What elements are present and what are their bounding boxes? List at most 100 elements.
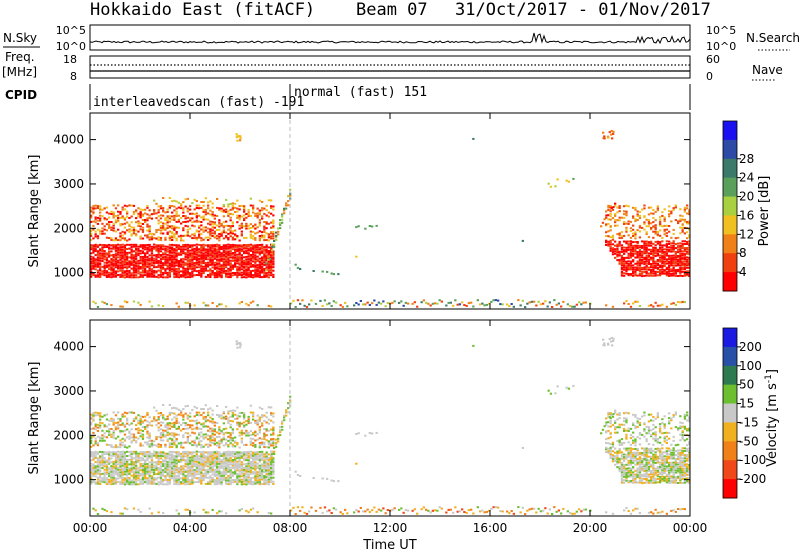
power-cell (99, 257, 102, 260)
velocity-cell (216, 466, 219, 469)
velocity-cell (135, 475, 138, 478)
velocity-cell (110, 511, 113, 514)
power-cell (258, 250, 261, 253)
power-cell (272, 252, 275, 255)
power-cell (663, 208, 666, 211)
power-cell (220, 210, 223, 213)
velocity-cell (207, 425, 210, 428)
power-cell (647, 274, 651, 277)
power-cell (234, 265, 237, 268)
velocity-cell (105, 463, 109, 466)
power-cell (236, 246, 239, 249)
velocity-cell (153, 406, 156, 409)
velocity-cell (249, 464, 252, 467)
power-cell (184, 217, 187, 220)
velocity-cell (227, 483, 230, 486)
power-cell (238, 244, 241, 247)
velocity-cell (211, 439, 214, 442)
velocity-cell (184, 474, 187, 477)
velocity-cell (238, 464, 241, 467)
velocity-cell (231, 481, 234, 484)
power-cell (688, 264, 690, 267)
power-cell (641, 259, 644, 261)
power-cell (155, 270, 158, 273)
power-cell (182, 252, 185, 255)
power-cell (234, 206, 237, 209)
power-cell (629, 227, 633, 230)
velocity-cell (168, 469, 171, 472)
power-cell (117, 246, 120, 249)
power-cell (173, 233, 176, 236)
power-cell (670, 260, 673, 263)
velocity-cell (171, 422, 174, 425)
velocity-cell (209, 468, 212, 471)
velocity-cell (272, 480, 275, 483)
velocity-cell (112, 419, 115, 422)
velocity-cell (247, 431, 250, 434)
velocity-cell (191, 463, 194, 466)
velocity-cell (225, 473, 228, 476)
velocity-cell (216, 422, 219, 424)
power-cell (168, 251, 171, 254)
power-cell (198, 260, 201, 263)
power-cell (182, 208, 185, 211)
velocity-cell (207, 443, 210, 446)
power-cell (272, 214, 275, 217)
velocity-cell (254, 445, 257, 448)
power-cell (620, 256, 624, 259)
power-cell (202, 216, 205, 219)
power-cell (277, 230, 280, 233)
power-cell (126, 270, 129, 272)
velocity-cell (155, 438, 158, 441)
power-cell (677, 245, 680, 248)
power-cell (683, 256, 686, 259)
velocity-cell (265, 476, 268, 479)
velocity-cell (213, 439, 216, 442)
power-cell (171, 265, 174, 268)
power-cell (258, 248, 261, 251)
power-cell (665, 248, 668, 251)
velocity-cell (227, 439, 230, 442)
power-cell (314, 302, 318, 305)
velocity-cell (157, 412, 160, 415)
velocity-cell (164, 460, 167, 463)
power-cell (220, 207, 223, 210)
power-cell (121, 249, 124, 252)
velocity-cell (213, 428, 216, 431)
velocity-cell (252, 444, 255, 447)
velocity-cell (90, 436, 93, 439)
beam-label: Beam 07 (356, 0, 428, 20)
power-cell (643, 221, 646, 224)
power-cell (184, 269, 187, 272)
power-cell (213, 272, 216, 275)
velocity-cell (94, 414, 97, 417)
velocity-cell (231, 443, 234, 446)
power-cell (94, 218, 97, 221)
power-cell (119, 264, 122, 267)
power-cell (650, 256, 653, 259)
velocity-cell (184, 469, 187, 472)
power-cell (249, 214, 252, 217)
velocity-cell (249, 481, 252, 483)
power-cell (130, 226, 133, 229)
velocity-cell (252, 411, 255, 414)
velocity-cell (186, 478, 189, 481)
velocity-cell (148, 452, 151, 455)
velocity-cell (144, 428, 147, 430)
velocity-cell (189, 442, 192, 445)
power-cell (213, 257, 216, 260)
velocity-cell (153, 464, 156, 467)
velocity-cell (267, 478, 270, 481)
power-cell (272, 273, 275, 276)
power-cell (180, 263, 183, 266)
velocity-cell (243, 476, 246, 479)
power-cell (177, 267, 180, 270)
velocity-cell (202, 472, 205, 475)
velocity-cell (180, 410, 183, 413)
power-cell (177, 252, 180, 255)
velocity-cell (272, 438, 275, 440)
power-cell (672, 267, 675, 269)
power-cell (610, 207, 613, 210)
power-cell (92, 272, 95, 275)
power-cell (267, 199, 270, 202)
